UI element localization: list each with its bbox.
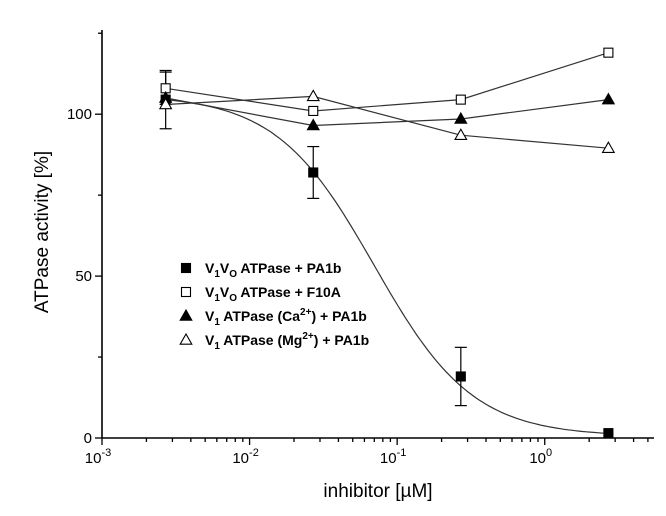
data-point: [308, 105, 319, 117]
series-4: [158, 89, 616, 153]
series-line: [165, 95, 609, 149]
legend-label: V1VO ATPase + PA1b: [205, 260, 341, 280]
x-tick-label: 10-1: [380, 447, 406, 467]
data-point: [603, 47, 614, 58]
data-point: [158, 97, 173, 110]
axes: 0 50 100 10-3 10-2 10-1 100: [67, 30, 654, 467]
y-tick-label: 50: [75, 268, 92, 285]
series-3: [158, 90, 616, 131]
legend-item-2: V1VO ATPase + F10A: [180, 284, 341, 304]
data-point: [455, 94, 466, 105]
data-point: [308, 167, 319, 178]
legend-marker: [180, 286, 192, 298]
legend-marker: [179, 332, 193, 345]
data-point: [306, 89, 320, 102]
legend-marker: [180, 262, 192, 274]
legend-marker: [179, 308, 193, 321]
y-tick-label: 100: [67, 106, 92, 123]
legend-item-1: V1VO ATPase + PA1b: [180, 260, 341, 280]
x-tick-label: 10-2: [232, 447, 258, 467]
plot-area: [158, 47, 616, 439]
y-tick-label: 0: [84, 430, 92, 447]
series-line: [165, 52, 609, 112]
x-tick-label: 10-3: [85, 447, 111, 467]
legend-item-4: V1 ATPase (Mg2+) + PA1b: [179, 331, 369, 352]
data-point: [454, 111, 468, 124]
series-line: [165, 97, 609, 127]
legend: V1VO ATPase + PA1b V1VO ATPase + F10A V1 A…: [179, 260, 369, 352]
legend-label: V1VO ATPase + F10A: [205, 284, 341, 304]
legend-label: V1 ATPase (Mg2+) + PA1b: [205, 331, 369, 352]
data-point: [601, 141, 616, 153]
data-point: [603, 428, 614, 439]
legend-label: V1 ATPase (Ca2+) + PA1b: [205, 307, 367, 328]
x-tick-label: 100: [529, 447, 552, 467]
data-point: [601, 92, 616, 105]
data-point: [454, 128, 468, 140]
legend-item-3: V1 ATPase (Ca2+) + PA1b: [179, 307, 367, 328]
data-point: [455, 371, 466, 382]
y-axis-label: ATPase activity [%]: [32, 151, 53, 313]
x-axis-label: inhibitor [µM]: [323, 481, 432, 502]
data-point: [306, 118, 320, 131]
fit-curve: [165, 99, 609, 434]
